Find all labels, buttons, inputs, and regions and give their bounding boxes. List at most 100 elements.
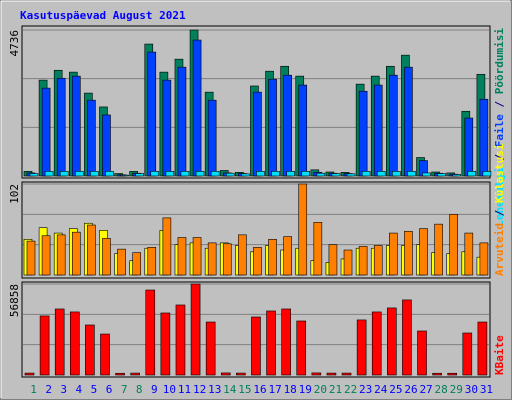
bar (120, 174, 129, 177)
bar (225, 172, 235, 177)
bar (389, 232, 398, 276)
legend-entry: Faile (493, 114, 506, 147)
bar (356, 319, 367, 376)
x-tick-label: 31 (480, 383, 493, 396)
x-tick-label: 29 (450, 383, 463, 396)
bar (210, 171, 220, 177)
legend-entry: KBaite (493, 335, 506, 375)
bar (56, 234, 66, 276)
bar (341, 372, 352, 376)
bar (371, 311, 382, 376)
x-tick-label: 14 (223, 383, 237, 396)
bar (343, 249, 353, 276)
bar (313, 222, 323, 276)
bar (316, 172, 326, 177)
bar (296, 320, 307, 376)
x-tick-label: 15 (238, 383, 251, 396)
bar (392, 171, 401, 177)
bar (404, 230, 413, 276)
bar (253, 91, 262, 177)
bar (147, 51, 157, 177)
bar (328, 244, 338, 276)
bar (85, 324, 95, 376)
bar (71, 75, 81, 177)
bar (102, 114, 111, 177)
bar (467, 171, 477, 177)
bar (87, 99, 96, 177)
bar (26, 240, 36, 276)
y-tick-label: 4736 (8, 30, 21, 57)
bar (464, 232, 474, 276)
bar (298, 84, 308, 177)
bar (419, 228, 428, 276)
x-tick-label: 12 (193, 383, 206, 396)
bar (407, 171, 416, 177)
bar (253, 247, 262, 276)
bar (162, 217, 172, 276)
legend-separator: / (493, 147, 506, 167)
y-tick-label: 56858 (8, 284, 21, 317)
bar (132, 252, 141, 276)
bar (207, 242, 217, 276)
legend-entry: Pöördumisi (493, 28, 506, 95)
bar (311, 372, 322, 376)
bar (268, 239, 277, 276)
x-tick-label: 5 (91, 383, 98, 396)
bar (482, 171, 492, 177)
bar (358, 246, 368, 276)
bar (56, 77, 66, 177)
x-tick-label: 6 (106, 383, 113, 396)
x-tick-label: 1 (30, 383, 37, 396)
legend: KBaite (493, 335, 506, 375)
bar (256, 171, 265, 177)
bar (222, 243, 232, 276)
x-tick-label: 10 (163, 383, 176, 396)
bar (102, 238, 111, 276)
bar (177, 237, 187, 276)
bar (283, 74, 292, 177)
bar (251, 316, 261, 376)
bar (373, 245, 383, 276)
bar (87, 224, 96, 276)
bar (192, 237, 202, 276)
bar (462, 332, 473, 376)
x-tick-label: 22 (344, 383, 357, 396)
bar (54, 308, 65, 376)
bar (452, 174, 462, 177)
bar (135, 173, 144, 177)
x-tick-label: 24 (374, 383, 388, 396)
x-tick-label: 19 (299, 383, 312, 396)
x-tick-label: 16 (253, 383, 266, 396)
bar (422, 172, 431, 177)
bar (402, 299, 412, 376)
bar (147, 247, 157, 276)
chart-title: Kasutuspäevad August 2021 (20, 9, 186, 22)
bar (477, 321, 488, 376)
bar (117, 248, 126, 276)
x-tick-label: 9 (151, 383, 158, 396)
bar (195, 171, 205, 177)
bar (220, 372, 231, 376)
bar (130, 372, 140, 376)
bar (41, 235, 51, 276)
bar (387, 307, 397, 376)
bar (389, 74, 398, 177)
bar (271, 171, 280, 177)
bar (238, 234, 247, 276)
x-tick-label: 27 (419, 383, 432, 396)
bar (180, 171, 190, 177)
x-tick-label: 26 (404, 383, 417, 396)
bar (162, 79, 172, 177)
bar (41, 87, 51, 177)
bar (105, 171, 114, 177)
bar (286, 171, 295, 177)
bar (165, 171, 175, 177)
legend-entry: Külastusi (493, 143, 506, 203)
x-tick-label: 3 (60, 383, 67, 396)
bar (90, 171, 99, 177)
x-tick-label: 18 (284, 383, 297, 396)
bar (281, 308, 291, 376)
legend: Lehekülgi / Faile / Pöördumisi (493, 28, 506, 227)
x-tick-label: 7 (121, 383, 128, 396)
